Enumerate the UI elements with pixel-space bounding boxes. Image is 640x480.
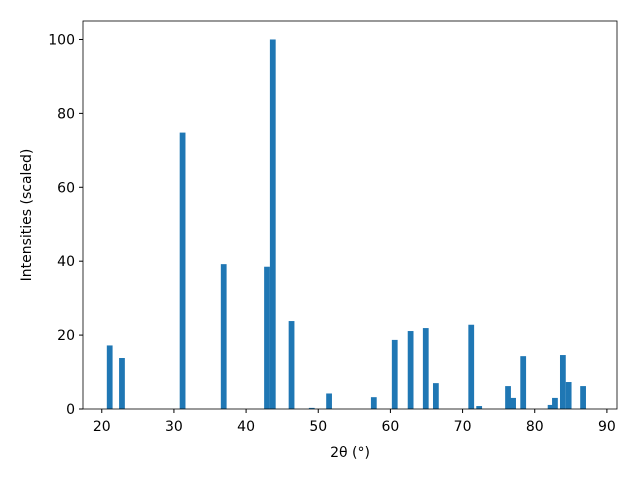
x-tick-label: 60	[381, 419, 399, 435]
bar	[547, 404, 554, 409]
bar	[552, 397, 558, 409]
x-tick-label: 70	[454, 419, 472, 435]
bar	[106, 345, 113, 409]
bar	[308, 407, 315, 409]
bar	[422, 328, 429, 409]
x-tick-label: 50	[309, 419, 327, 435]
bar	[505, 386, 511, 409]
x-axis-label: 2θ (°)	[330, 445, 370, 461]
bar	[580, 386, 586, 409]
bar	[326, 393, 332, 409]
x-tick-label: 40	[237, 419, 255, 435]
y-tick-label: 0	[66, 402, 75, 418]
x-tick-label: 20	[93, 419, 111, 435]
bar	[432, 383, 439, 409]
x-tick-label: 30	[165, 419, 183, 435]
bar	[264, 266, 270, 409]
bar	[468, 324, 475, 409]
y-tick-label: 40	[57, 254, 75, 270]
y-tick-label: 80	[57, 106, 75, 122]
y-tick-label: 20	[57, 328, 75, 344]
plot-frame	[82, 20, 618, 410]
bar	[220, 264, 227, 409]
x-tick-label: 80	[526, 419, 544, 435]
bar	[119, 358, 125, 409]
y-tick-label: 100	[48, 32, 75, 48]
bar	[179, 132, 186, 409]
bar	[370, 397, 377, 409]
y-tick-label: 60	[57, 180, 75, 196]
bar	[391, 339, 398, 409]
bar	[510, 397, 516, 409]
bar	[559, 355, 566, 409]
x-tick-label: 90	[598, 419, 616, 435]
bar	[407, 331, 414, 409]
bar	[476, 406, 483, 409]
bar	[269, 39, 276, 409]
y-axis-label: Intensities (scaled)	[19, 149, 35, 282]
bar	[520, 356, 527, 409]
bar	[565, 382, 572, 409]
bar	[288, 321, 295, 409]
